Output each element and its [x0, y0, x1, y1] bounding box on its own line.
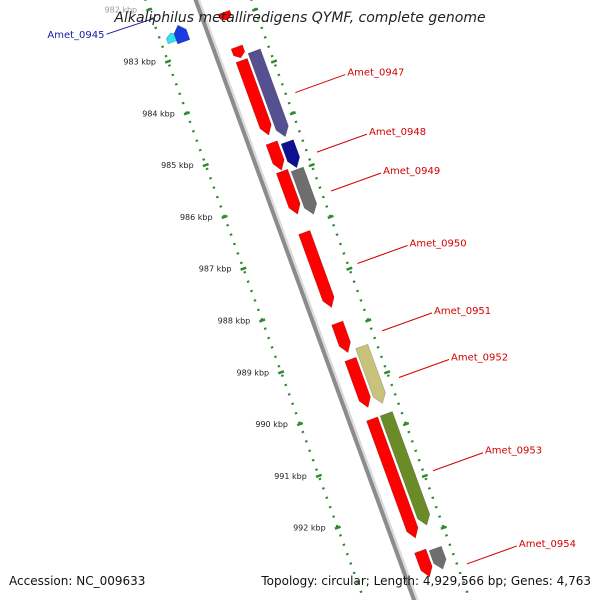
tick-label-992: 992 kbp [293, 524, 326, 533]
tick-label-985: 985 kbp [161, 161, 194, 170]
tick-label-982: 982 kbp [105, 6, 138, 15]
gene-label-Amet_0951: Amet_0951 [434, 306, 491, 317]
outer-major-tick [440, 525, 447, 530]
major-tick [296, 421, 304, 427]
tick-label-984: 984 kbp [142, 109, 175, 118]
outer-major-tick [421, 473, 429, 479]
leader-Amet_0954 [466, 545, 518, 565]
major-tick [334, 525, 341, 530]
inner-tick-dots [144, 0, 366, 600]
tick-label-986: 986 kbp [180, 213, 213, 222]
outer-major-tick [402, 421, 410, 427]
feature-gene_right-15 [379, 411, 431, 526]
feature-gene_left-1 [173, 24, 191, 45]
outer-major-tick [346, 266, 353, 271]
genome-summary-text: Topology: circular; Length: 4,929,566 bp… [261, 574, 591, 588]
major-tick [240, 266, 247, 271]
major-tick [164, 59, 172, 64]
leader-Amet_0949 [330, 172, 382, 192]
outer-major-tick [289, 111, 297, 116]
tick-label-987: 987 kbp [199, 265, 232, 274]
gene-label-Amet_0950: Amet_0950 [410, 239, 467, 250]
tick-label-983: 983 kbp [123, 58, 156, 67]
feature-gene_right-17 [428, 545, 447, 570]
genome-backbone [193, 0, 419, 600]
feature-gene_right-7 [280, 139, 301, 169]
major-tick [277, 370, 285, 375]
major-tick [221, 214, 228, 220]
feature-cds_right-4 [235, 58, 272, 136]
feature-cds_right-14 [366, 416, 419, 539]
feature-gene_right-13 [355, 343, 386, 404]
feature-cds_right-3 [230, 44, 246, 59]
major-tick [315, 473, 323, 479]
map-title: Alkaliphilus metalliredigens QYMF, compl… [114, 10, 486, 26]
gene-label-Amet_0953: Amet_0953 [485, 446, 542, 457]
major-tick [202, 162, 209, 168]
feature-gene_right-5 [247, 48, 289, 138]
major-tick [145, 7, 153, 12]
feature-cds_right-8 [275, 168, 301, 215]
outer-major-tick [365, 318, 372, 323]
feature-cds_right-11 [331, 320, 351, 354]
leader-Amet_0947 [295, 74, 346, 94]
gene-label-Amet_0948: Amet_0948 [369, 127, 426, 138]
tick-label-989: 989 kbp [237, 368, 270, 377]
tick-label-988: 988 kbp [218, 317, 251, 326]
feature-cds_right-2 [218, 9, 232, 21]
feature-cds_right-16 [414, 548, 433, 578]
feature-cds_right-6 [265, 140, 285, 171]
gene-label-Amet_0954: Amet_0954 [519, 539, 576, 550]
backbone-line [193, 0, 417, 600]
tick-label-990: 990 kbp [255, 420, 288, 429]
major-tick [259, 318, 266, 323]
leader-Amet_0953 [432, 452, 484, 472]
tick-label-991: 991 kbp [274, 472, 307, 481]
leader-Amet_0945 [106, 17, 155, 35]
feature-track [165, 9, 447, 578]
gene-label-Amet_0945: Amet_0945 [47, 30, 104, 41]
outer-major-tick [308, 162, 315, 168]
leader-Amet_0951 [381, 312, 433, 332]
leader-Amet_0948 [316, 133, 368, 153]
outer-major-tick [327, 214, 334, 220]
feature-cds_right-12 [344, 356, 371, 409]
feature-gene_right-9 [290, 166, 318, 215]
leader-Amet_0952 [398, 359, 450, 378]
gene-label-Amet_0952: Amet_0952 [451, 352, 508, 363]
outer-tick-dots [250, 0, 472, 600]
leader-Amet_0950 [357, 245, 408, 264]
outer-major-tick [383, 370, 391, 375]
gene-label-Amet_0947: Amet_0947 [347, 68, 404, 79]
tick-track: 982 kbp 983 kbp 984 kbp 985 kbp 986 kbp 987 k… [105, 0, 472, 600]
outer-major-tick [270, 59, 278, 64]
backbone-shadow [197, 0, 419, 600]
outer-major-tick [251, 7, 259, 12]
gene-label-Amet_0949: Amet_0949 [383, 166, 440, 177]
gene-labels: Amet_0945 Amet_0947 Amet_0948 Amet_0949 Amet… [47, 17, 576, 565]
feature-cds_right-10 [298, 230, 335, 309]
major-tick [183, 111, 191, 116]
accession-text: Accession: NC_009633 [9, 574, 146, 588]
